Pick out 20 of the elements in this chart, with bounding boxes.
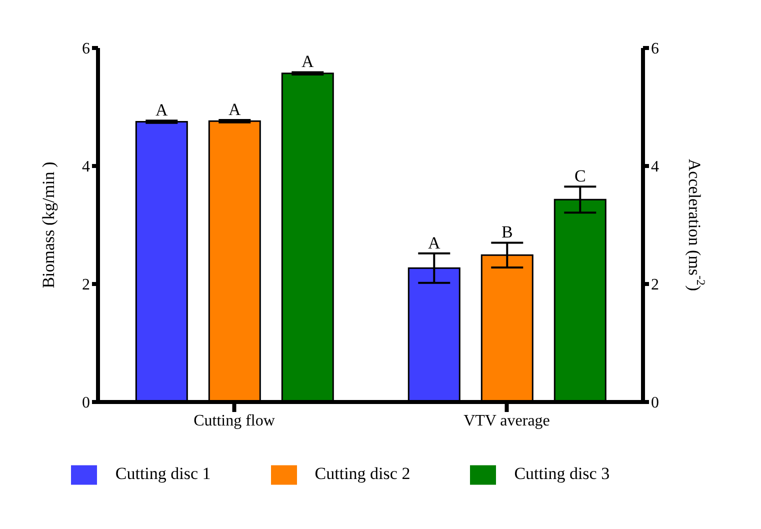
y-axis-title: Biomass (kg/min ) [38,162,58,288]
data-label: A [228,100,242,119]
x-tick-label: VTV average [464,412,550,430]
y-tick-label: 0 [82,394,90,412]
data-label: A [302,52,315,72]
y2-tick-label: 6 [651,40,659,58]
data-label: A [428,233,442,252]
legend-label: Cutting disc 2 [314,464,410,483]
legend-label: Cutting disc 3 [514,464,610,483]
data-label: B [501,222,513,242]
y2-tick-label: 2 [651,276,659,294]
y-tick-label: 6 [82,40,90,58]
data-label: C [574,166,586,186]
legend-label: Cutting disc 1 [115,464,211,483]
x-tick-label: Cutting flow [194,412,276,430]
y-tick-label: 2 [82,276,90,294]
y2-tick-label: 0 [651,394,659,412]
y-tick-label: 4 [82,158,90,176]
y2-tick-label: 4 [651,158,659,176]
data-label: A [156,100,169,120]
